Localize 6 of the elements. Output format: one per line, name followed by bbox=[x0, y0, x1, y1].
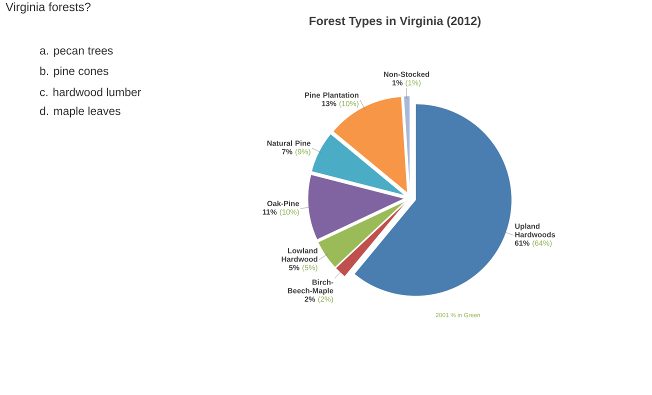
text: a. pecan trees bbox=[40, 47, 113, 57]
text: Virginia forests? bbox=[6, 2, 91, 14]
text: c. hardwood lumber bbox=[40, 88, 141, 96]
chart-title: Forest Types in Virginia (2012) bbox=[310, 16, 481, 28]
text: d. maple leaves bbox=[40, 106, 120, 118]
text: b. pine cones bbox=[40, 66, 108, 78]
